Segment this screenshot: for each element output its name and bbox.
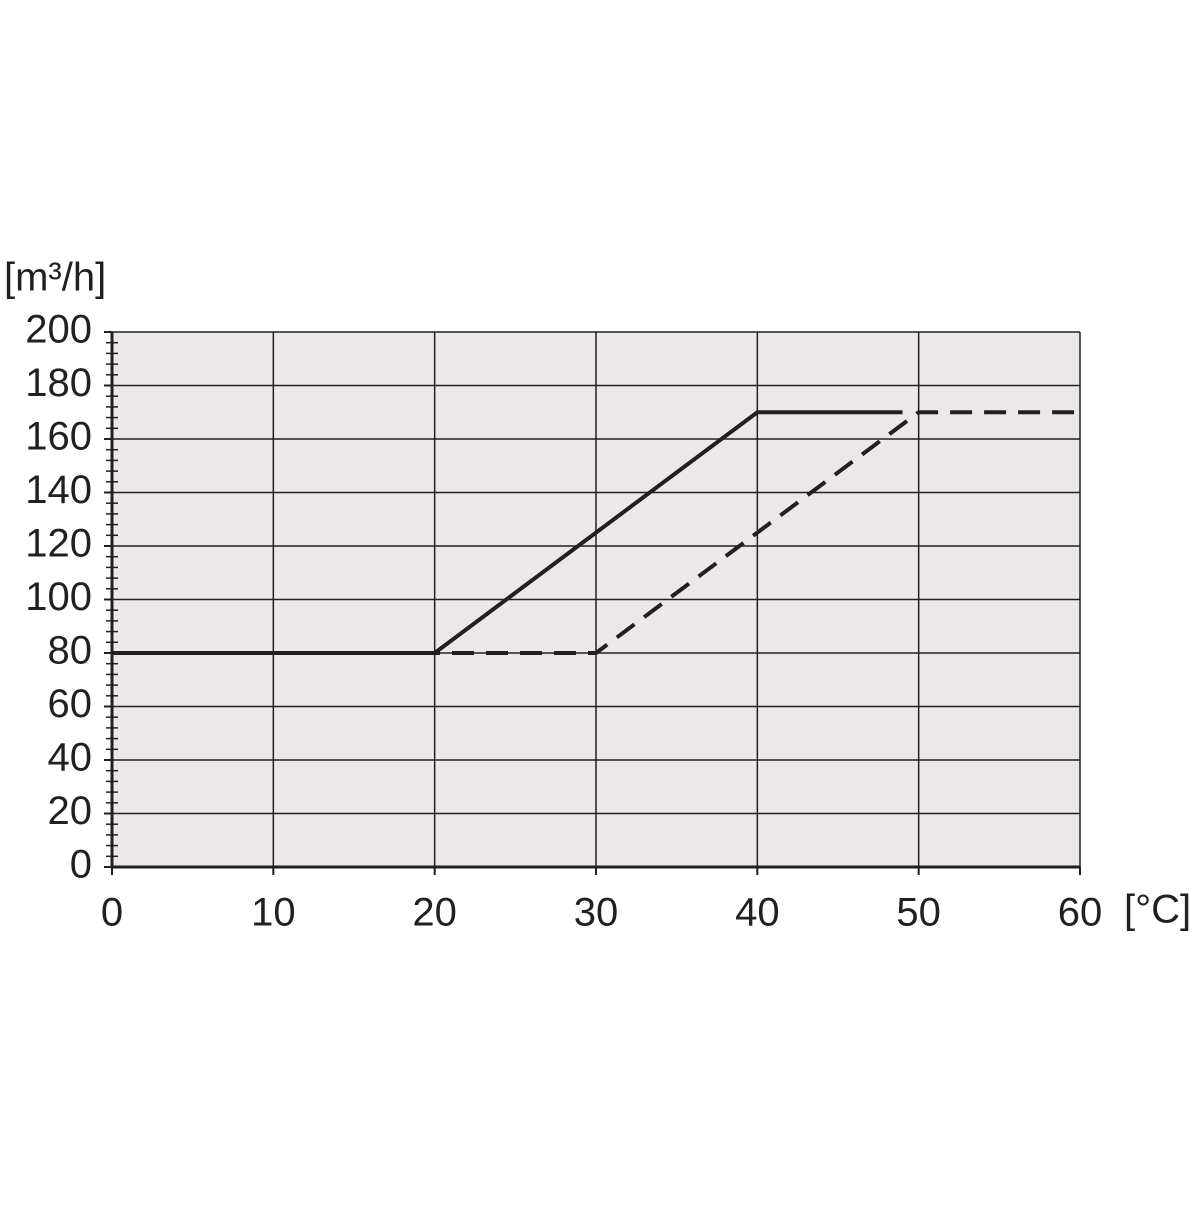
- y-tick-label: 0: [70, 843, 92, 887]
- y-tick-label: 100: [25, 575, 92, 619]
- x-tick-label: 30: [574, 891, 619, 935]
- y-tick-label: 120: [25, 522, 92, 566]
- y-tick-label: 40: [48, 736, 93, 780]
- x-tick-label: 0: [101, 891, 123, 935]
- y-tick-label: 180: [25, 361, 92, 405]
- x-tick-label: 20: [412, 891, 457, 935]
- y-tick-label: 20: [48, 789, 93, 833]
- x-tick-label: 50: [896, 891, 941, 935]
- y-axis-label: [m³/h]: [4, 256, 106, 300]
- y-tick-label: 60: [48, 682, 93, 726]
- y-tick-label: 80: [48, 629, 93, 673]
- y-tick-label: 160: [25, 415, 92, 459]
- x-tick-label: 60: [1058, 891, 1103, 935]
- y-tick-label: 200: [25, 308, 92, 352]
- x-axis-label: [°C]: [1124, 888, 1191, 932]
- y-tick-label: 140: [25, 468, 92, 512]
- line-series: [112, 410, 903, 655]
- x-tick-label: 10: [251, 891, 296, 935]
- x-tick-label: 40: [735, 891, 780, 935]
